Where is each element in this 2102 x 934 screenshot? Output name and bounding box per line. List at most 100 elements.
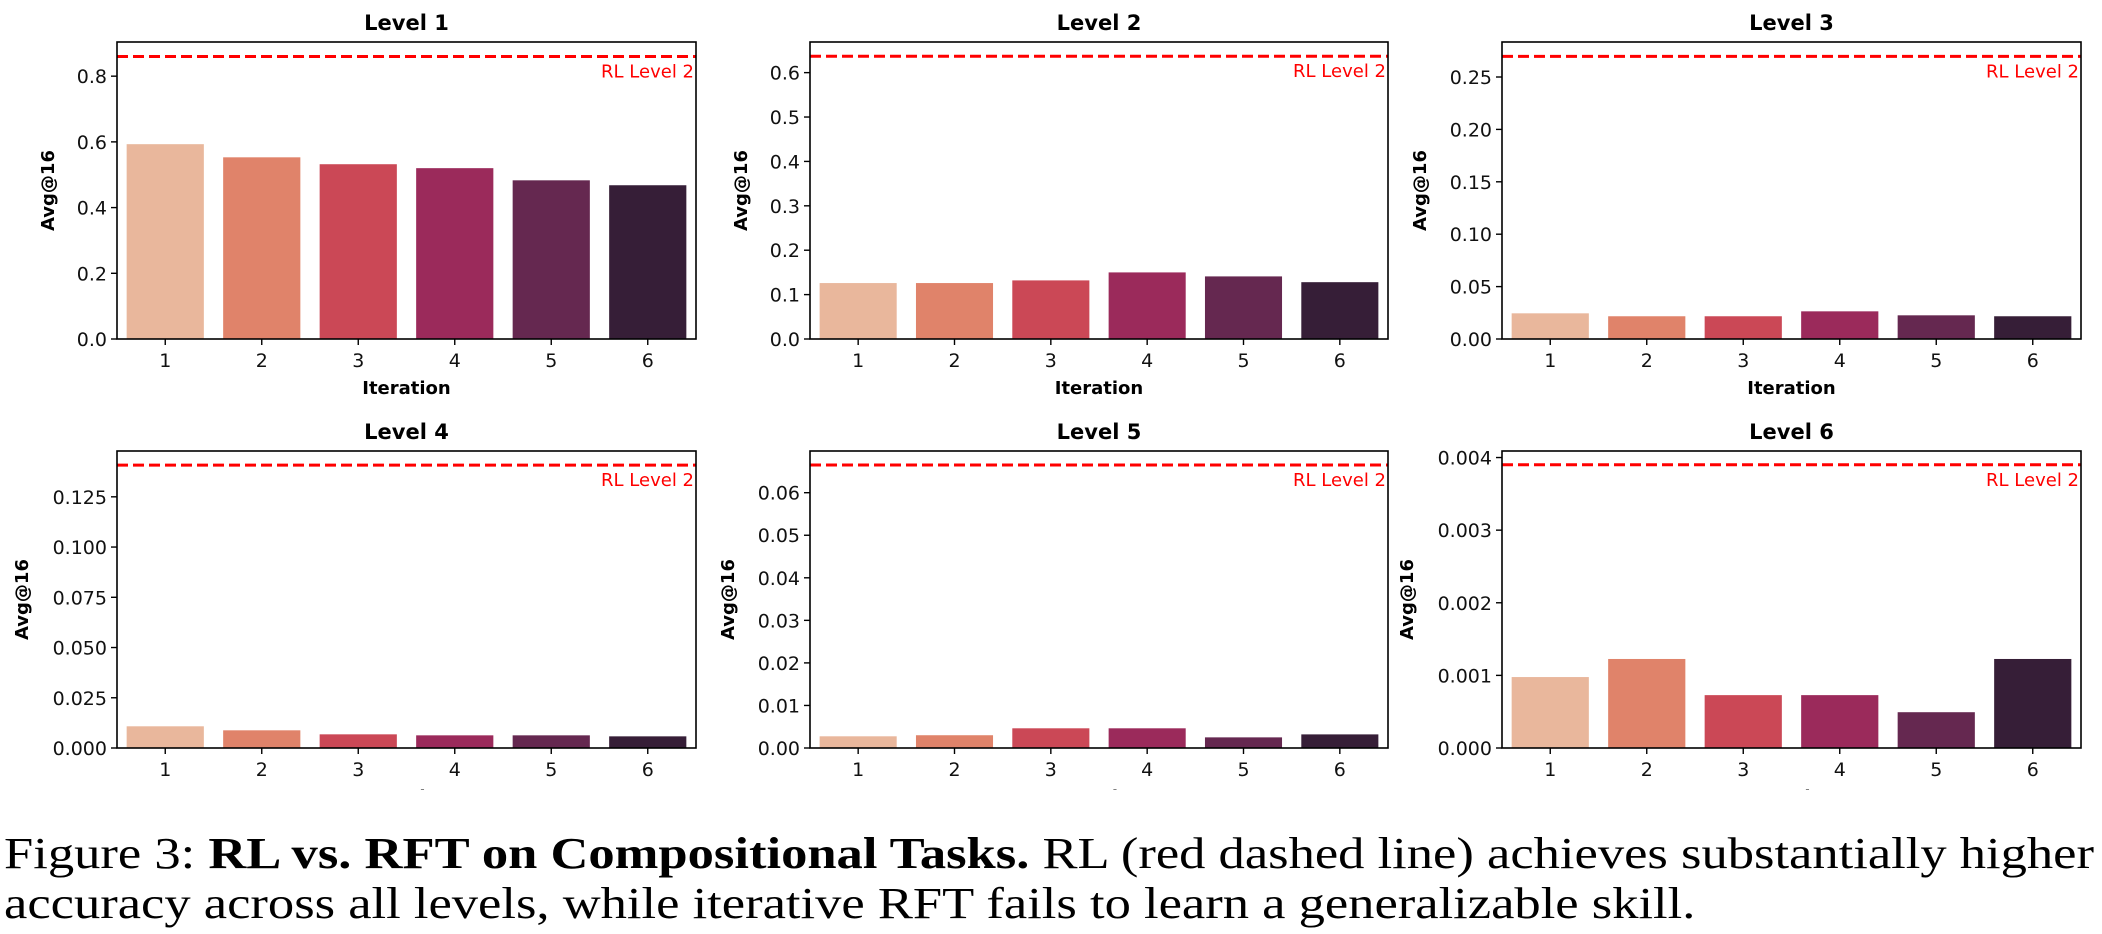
bar-iteration-2 [915,283,994,339]
y-axis-label: Avg@16 [1410,150,1431,231]
bar-iteration-1 [1511,313,1589,339]
bar-iteration-1 [1511,677,1589,748]
subplot-title: Level 6 [1749,420,1834,444]
y-tick-label: 0.2 [770,240,800,262]
bar-iteration-2 [1608,658,1686,748]
x-tick-label: 2 [948,350,960,372]
y-axis-label: Avg@16 [718,559,739,640]
subplot-level-2: RL Level 2 0.0 0.1 0.2 0.3 0.4 0.5 0.6 1 2 3 4 5 6 Lev… [731,11,1389,399]
y-tick-label: 0.125 [53,487,107,509]
y-tick-label: 0.100 [53,537,107,559]
x-tick-label: 2 [1641,350,1653,372]
x-axis-label: Iteration [1055,378,1144,399]
bar-iteration-6 [1301,734,1379,748]
bar-iteration-5 [512,180,590,339]
bar-iteration-5 [512,735,590,748]
y-tick-label: 0.050 [53,638,107,660]
x-tick-label: 4 [1141,350,1153,372]
subplot-title: Level 2 [1057,11,1142,35]
y-tick-label: 0.000 [53,738,107,760]
bar-iteration-4 [1108,272,1186,339]
bar-iteration-1 [819,736,897,748]
subplot-level-5: RL Level 2 0.00 0.01 0.02 0.03 0.04 0.05 0.06 1 2… [718,420,1389,790]
x-tick-label: 1 [159,759,171,781]
y-tick-label: 0.06 [758,483,800,505]
y-tick-label: 0.4 [77,198,107,220]
y-tick-label: 0.4 [770,151,800,173]
x-tick-label: 1 [159,350,171,372]
x-axis-label: Iteration [1747,378,1836,399]
bar-iteration-1 [126,726,204,748]
x-tick-label: 2 [1641,759,1653,781]
x-axis-label: Iteration [362,787,451,790]
axes-frame [1501,41,2082,340]
bar-iteration-6 [609,736,687,748]
bar-iteration-3 [1704,695,1782,748]
x-tick-label: 6 [642,759,654,781]
x-tick-label: 2 [256,759,268,781]
y-tick-label: 0.075 [53,587,107,609]
y-tick-label: 0.6 [77,132,107,154]
subplot-level-6: RL Level 2 0.000 0.001 0.002 0.003 0.004 1 2 3 4 5… [1397,420,2082,790]
y-tick-label: 0.2 [77,263,107,285]
subplot-title: Level 1 [364,11,449,35]
y-tick-label: 0.025 [53,688,107,710]
bar-iteration-3 [1012,728,1090,748]
axes-frame [116,41,697,340]
subplot-level-4: RL Level 2 0.000 0.025 0.050 0.075 0.100 0.125… [12,420,697,790]
y-axis-label: Avg@16 [12,559,33,640]
y-tick-label: 0.000 [1438,738,1492,760]
subplot-title: Level 4 [364,420,449,444]
rl-reference-label: RL Level 2 [1986,470,2079,491]
x-tick-label: 2 [948,759,960,781]
y-tick-label: 0.6 [770,63,800,85]
caption-title: RL vs. RFT on Compositional Tasks. [208,829,1030,878]
y-axis-label: Avg@16 [38,150,59,231]
y-tick-label: 0.004 [1438,448,1492,470]
x-tick-label: 4 [449,759,461,781]
x-tick-label: 5 [1237,759,1249,781]
bar-iteration-6 [1994,658,2072,748]
subplot-title: Level 3 [1749,11,1834,35]
y-axis-label: Avg@16 [731,150,752,231]
bar-iteration-2 [915,735,994,748]
rl-reference-label: RL Level 2 [601,470,694,491]
x-tick-label: 4 [1834,759,1846,781]
y-tick-label: 0.5 [770,107,800,129]
rl-reference-label: RL Level 2 [1293,61,1386,82]
y-axis-label: Avg@16 [1397,559,1418,640]
axes-frame [116,450,697,749]
axes-frame [1501,450,2082,749]
y-tick-label: 0.01 [758,695,800,717]
subplot-level-1: RL Level 2 0.0 0.2 0.4 0.6 0.8 1 2 3 4 5 6 Level 1 It… [38,11,697,399]
x-tick-label: 6 [2027,759,2039,781]
bar-iteration-6 [1301,282,1379,339]
y-tick-label: 0.003 [1438,520,1492,542]
y-tick-label: 0.00 [758,738,800,760]
bar-iteration-1 [819,283,897,339]
bar-iteration-6 [609,185,687,339]
y-tick-label: 0.8 [77,66,107,88]
y-tick-label: 0.001 [1438,665,1492,687]
y-tick-label: 0.04 [758,568,800,590]
bar-iteration-2 [223,730,301,748]
rl-reference-label: RL Level 2 [601,61,694,82]
rl-reference-label: RL Level 2 [1293,470,1386,491]
bar-iteration-2 [223,157,301,339]
caption-body-line-2: accuracy across all levels, while iterat… [4,879,1696,928]
figure-bar-grid: RL Level 2 0.0 0.2 0.4 0.6 0.8 1 2 3 4 5 6 Level 1 It… [12,11,2082,790]
bar-iteration-5 [1204,276,1283,339]
caption-line-2: accuracy across all levels, while iterat… [4,878,1695,929]
bar-iteration-3 [319,164,397,339]
x-tick-label: 2 [256,350,268,372]
y-tick-label: 0.05 [1450,277,1492,299]
y-tick-label: 0.1 [770,285,800,307]
x-tick-label: 5 [545,759,557,781]
x-tick-label: 5 [1237,350,1249,372]
y-tick-label: 0.25 [1450,67,1492,89]
bar-iteration-3 [1012,280,1090,339]
x-tick-label: 3 [352,759,364,781]
y-tick-label: 0.02 [758,653,800,675]
axes-frame [809,450,1389,749]
axes-frame [809,41,1389,340]
